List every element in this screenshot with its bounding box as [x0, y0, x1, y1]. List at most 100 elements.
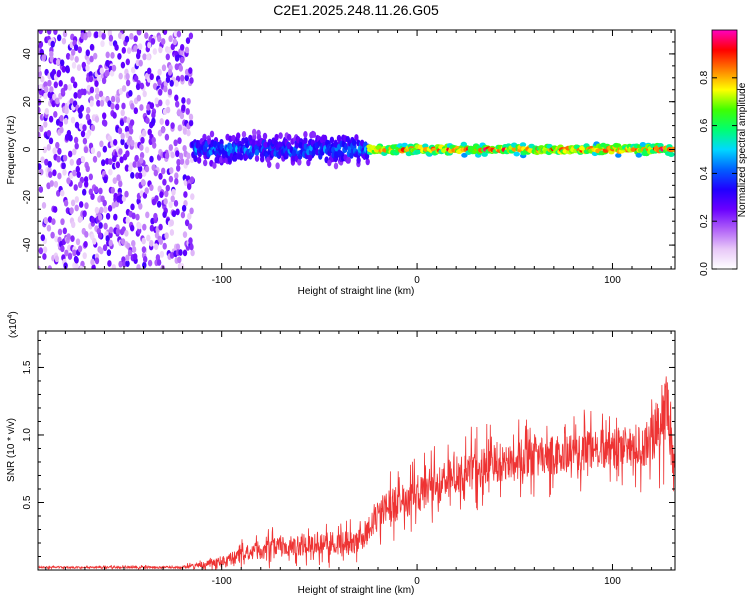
spectrogram-xtick-label: 0: [414, 275, 420, 286]
heatmap-cell: [133, 253, 138, 261]
heatmap-cell: [80, 156, 86, 163]
heatmap-cell: [55, 58, 61, 66]
heatmap-cell: [151, 164, 156, 172]
heatmap-cell: [102, 112, 107, 120]
heatmap-cell: [131, 66, 136, 74]
heatmap-cell: [74, 204, 79, 212]
heatmap-cell: [53, 206, 58, 213]
heatmap-cell: [110, 95, 116, 103]
heatmap-cell: [71, 221, 76, 229]
heatmap-cell: [137, 227, 142, 235]
colorbar-tick-label: 0.0: [699, 262, 710, 276]
heatmap-cell: [147, 41, 152, 49]
heatmap-cell: [128, 127, 134, 135]
heatmap-cell: [172, 38, 178, 46]
spectrogram-ytick-label: -20: [22, 190, 33, 205]
heatmap-cell: [158, 88, 163, 96]
heatmap-cell: [238, 153, 243, 161]
heatmap-cell: [74, 256, 79, 264]
heatmap-cell: [133, 45, 138, 52]
heatmap-cell: [137, 30, 142, 36]
heatmap-cell: [159, 191, 164, 199]
heatmap-cell: [126, 117, 131, 124]
heatmap-cell: [97, 232, 103, 239]
heatmap-cell: [48, 171, 53, 179]
heatmap-cell: [74, 142, 79, 150]
heatmap-cell: [38, 106, 41, 114]
heatmap-cell: [109, 69, 115, 77]
heatmap-cell: [73, 136, 79, 144]
heatmap-cell: [151, 111, 156, 119]
heatmap-cell: [43, 121, 48, 128]
heatmap-cell: [133, 35, 138, 43]
heatmap-cell: [58, 80, 63, 87]
heatmap-cell: [252, 133, 257, 141]
heatmap-cell: [139, 144, 144, 151]
heatmap-cell: [139, 157, 144, 164]
heatmap-cell: [177, 256, 182, 264]
heatmap-cell: [40, 156, 45, 164]
heatmap-cell: [61, 37, 67, 45]
spectrogram-ytick-label: 40: [22, 48, 33, 60]
spectrogram-xtick-label: 100: [604, 275, 621, 286]
heatmap-cell: [169, 229, 175, 236]
heatmap-cells: [38, 30, 675, 269]
heatmap-cell: [50, 40, 55, 48]
heatmap-cell: [129, 32, 134, 40]
heatmap-cell: [42, 246, 48, 254]
heatmap-cell: [42, 146, 47, 154]
heatmap-cell: [262, 132, 268, 140]
heatmap-cell: [158, 99, 163, 107]
heatmap-cell: [136, 94, 141, 102]
heatmap-cell: [102, 199, 107, 207]
heatmap-cell: [141, 237, 146, 245]
heatmap-cell: [120, 132, 125, 140]
heatmap-cell: [138, 172, 143, 180]
heatmap-cell: [103, 176, 108, 184]
heatmap-cell: [144, 32, 149, 39]
heatmap-cell: [196, 156, 202, 164]
heatmap-cell: [60, 218, 65, 226]
heatmap-cell: [153, 212, 158, 220]
heatmap-cell: [70, 116, 76, 124]
heatmap-cell: [142, 90, 147, 98]
heatmap-cell: [73, 184, 78, 191]
heatmap-cell: [161, 167, 166, 175]
heatmap-cell: [142, 129, 147, 137]
heatmap-cell: [164, 232, 169, 240]
heatmap-cell: [133, 107, 138, 115]
heatmap-cell: [61, 162, 66, 170]
heatmap-cell: [55, 141, 60, 149]
heatmap-cell: [68, 150, 73, 158]
heatmap-cell: [77, 245, 83, 253]
heatmap-cell: [63, 117, 69, 125]
colorbar-tick-label: 0.2: [699, 214, 710, 228]
heatmap-cell: [187, 223, 193, 231]
colorbar-label: Normalized spectral amplitude: [737, 82, 748, 217]
heatmap-cell: [176, 30, 182, 38]
heatmap-cell: [103, 222, 108, 230]
heatmap-cell: [75, 238, 81, 246]
colorbar-tick-label: 0.4: [699, 166, 710, 180]
heatmap-cell: [263, 141, 268, 149]
heatmap-cell: [178, 64, 183, 72]
heatmap-cell: [137, 222, 142, 230]
heatmap-cell: [99, 140, 104, 148]
heatmap-cell: [78, 112, 83, 119]
heatmap-cell: [113, 139, 118, 146]
heatmap-cell: [152, 48, 157, 55]
heatmap-cell: [346, 156, 351, 164]
heatmap-cell: [90, 124, 96, 132]
heatmap-cell: [130, 172, 135, 179]
heatmap-cell: [79, 265, 84, 269]
heatmap-cell: [336, 134, 342, 142]
heatmap-cell: [47, 160, 52, 168]
heatmap-cell: [143, 255, 148, 263]
snr-ytick-label: 1.5: [22, 360, 33, 374]
heatmap-cell: [667, 152, 675, 157]
heatmap-cell: [127, 249, 133, 257]
heatmap-cell: [76, 158, 81, 166]
heatmap-cell: [177, 137, 182, 145]
heatmap-cell: [67, 84, 73, 91]
heatmap-cell: [267, 161, 272, 169]
